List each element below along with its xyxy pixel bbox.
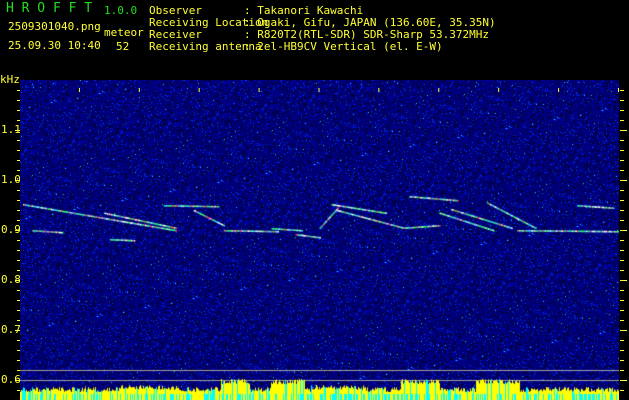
info-value-receiver: : R820T2(RTL-SDR) SDR-Sharp 53.372MHz (244, 28, 490, 41)
y-tick-label: 0.6 (1, 373, 21, 386)
app-version: 1.0.0 (104, 4, 138, 17)
y-tick-label: 1.0 (1, 173, 21, 186)
y-tick-label: 1.1 (1, 123, 21, 136)
y-tick-label: 0.7 (1, 323, 21, 336)
meteor-label: meteor (104, 26, 144, 39)
datetime: 25.09.30 10:40 (8, 39, 101, 52)
info-value-antenna: : 2el-HB9CV Vertical (el. E-W) (244, 40, 443, 53)
info-label-location: Receiving Location (149, 16, 269, 29)
y-tick-label: 0.8 (1, 273, 21, 286)
app-name: H R O F F T (6, 1, 93, 16)
y-tick-label: 0.9 (1, 223, 21, 236)
info-value-location: : Ogaki, Gifu, JAPAN (136.60E, 35.35N) (244, 16, 496, 29)
spectrogram (20, 80, 619, 400)
info-label-antenna: Receiving antenna (149, 40, 262, 53)
info-label-observer: Observer (149, 4, 202, 17)
info-label-receiver: Receiver (149, 28, 202, 41)
meteor-count: 52 (116, 40, 130, 53)
y-axis-label: kHz (0, 73, 20, 86)
info-value-observer: : Takanori Kawachi (244, 4, 364, 17)
filename: 2509301040.png (8, 20, 101, 33)
